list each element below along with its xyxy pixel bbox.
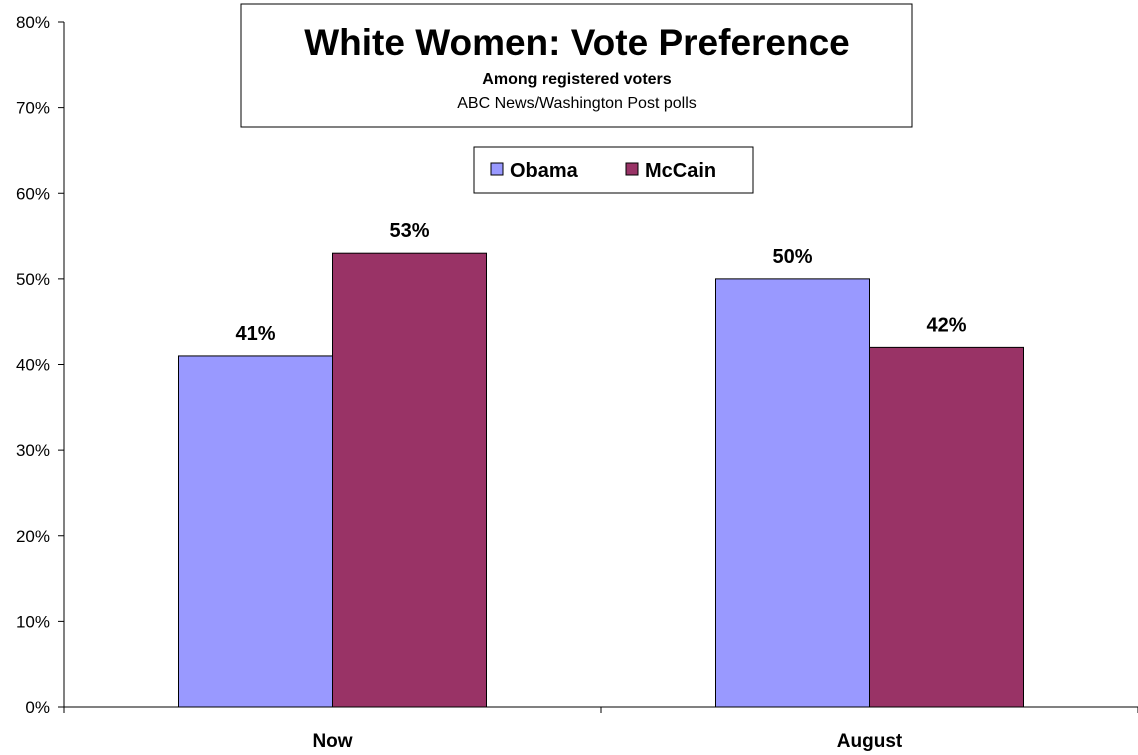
- y-tick-label: 80%: [16, 13, 50, 32]
- bar-obama: [178, 355, 333, 708]
- bar-obama: [715, 278, 870, 708]
- data-label-obama: 41%: [235, 323, 275, 345]
- chart-subtitle: Among registered voters: [482, 71, 671, 88]
- bar-mccain: [332, 252, 487, 708]
- x-category-label: Now: [312, 731, 352, 752]
- y-tick-label: 60%: [16, 184, 50, 203]
- chart-title-box: White Women: Vote Preference Among regis…: [240, 3, 913, 128]
- bars: 41% 53% 50% 42%: [178, 220, 1024, 708]
- y-tick-label: 0%: [25, 698, 50, 717]
- y-tick-label: 40%: [16, 356, 50, 375]
- chart-title: White Women: Vote Preference: [304, 22, 850, 63]
- legend-label-mccain: McCain: [645, 160, 716, 182]
- axes: 0% 10% 20% 30% 40% 50% 60% 70% 80% Now August: [16, 13, 1138, 752]
- chart-source: ABC News/Washington Post polls: [457, 95, 697, 112]
- legend-label-obama: Obama: [510, 160, 579, 182]
- y-tick-label: 70%: [16, 99, 50, 118]
- legend-swatch-obama: [490, 162, 504, 176]
- bar-mccain: [869, 346, 1024, 708]
- data-label-mccain: 42%: [926, 314, 966, 336]
- y-tick-label: 50%: [16, 270, 50, 289]
- legend-swatch-mccain: [625, 162, 639, 176]
- data-label-mccain: 53%: [389, 220, 429, 242]
- y-tick-label: 10%: [16, 612, 50, 631]
- x-category-label: August: [837, 731, 903, 752]
- data-label-obama: 50%: [772, 246, 812, 268]
- y-tick-label: 20%: [16, 527, 50, 546]
- y-tick-label: 30%: [16, 441, 50, 460]
- legend: Obama McCain: [473, 146, 754, 194]
